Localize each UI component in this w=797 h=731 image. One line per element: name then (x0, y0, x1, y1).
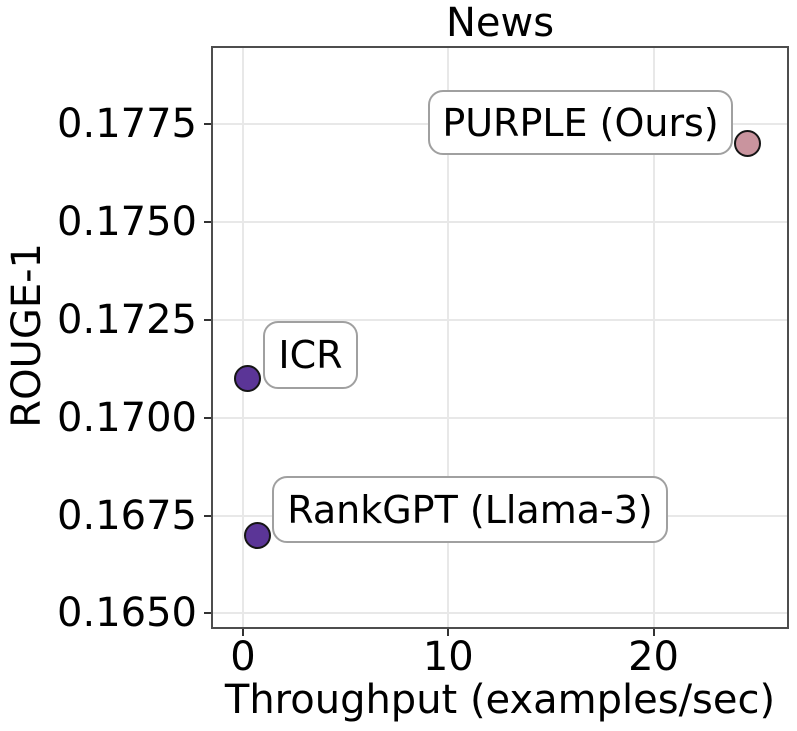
annotation-purple-ours: PURPLE (Ours) (428, 90, 733, 155)
annotation-rankgpt-llama-3: RankGPT (Llama-3) (272, 476, 668, 543)
x-tick-label: 0 (230, 634, 256, 680)
x-gridline (242, 48, 245, 627)
y-gridline (213, 221, 787, 224)
x-gridline (652, 48, 655, 627)
y-tick-label: 0.1750 (57, 199, 197, 246)
x-axis-label: Throughput (examples/sec) (224, 677, 776, 723)
x-tick-mark (447, 629, 450, 636)
x-tick-mark (652, 629, 655, 636)
chart-title: News (445, 0, 555, 46)
data-point-purple-ours (734, 130, 762, 158)
data-point-icr (233, 365, 261, 393)
annotation-icr: ICR (263, 321, 358, 389)
data-point-rankgpt-llama-3 (243, 521, 271, 549)
y-tick-mark (204, 514, 211, 517)
y-tick-label: 0.1650 (57, 590, 197, 637)
x-tick-mark (242, 629, 245, 636)
y-tick-mark (204, 612, 211, 615)
y-tick-label: 0.1675 (57, 492, 197, 539)
y-tick-label: 0.1700 (57, 394, 197, 441)
y-tick-label: 0.1725 (57, 296, 197, 343)
y-tick-mark (204, 221, 211, 224)
y-gridline (213, 612, 787, 615)
y-tick-mark (204, 416, 211, 419)
x-tick-label: 10 (422, 634, 474, 680)
x-tick-label: 20 (628, 634, 679, 680)
y-tick-label: 0.1775 (57, 101, 197, 148)
x-gridline (447, 48, 450, 627)
y-gridline (213, 416, 787, 419)
y-gridline (213, 318, 787, 321)
y-tick-mark (204, 123, 211, 126)
y-tick-mark (204, 318, 211, 321)
